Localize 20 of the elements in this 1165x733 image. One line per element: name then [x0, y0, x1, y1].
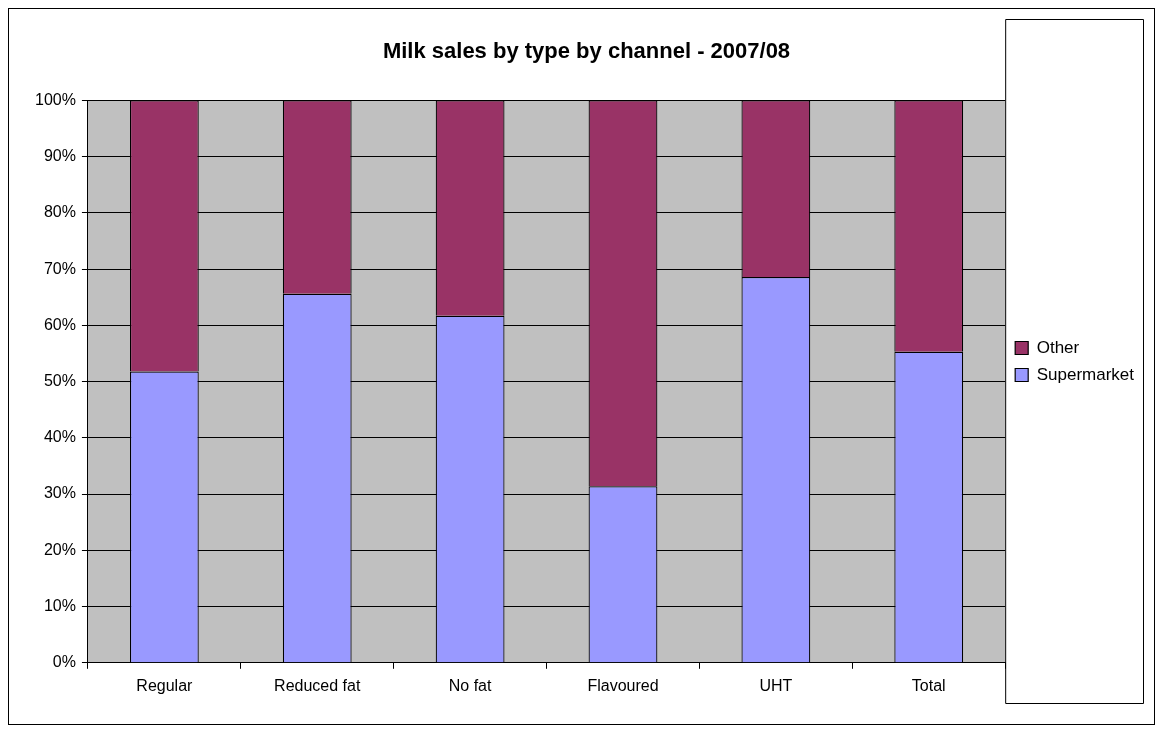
- x-tick-label: UHT: [759, 676, 793, 694]
- x-tick-label: No fat: [448, 676, 493, 694]
- y-tick-label: 60%: [43, 315, 76, 333]
- y-tick-label: 90%: [43, 147, 76, 165]
- chart-title: Milk sales by type by channel - 2007/08: [382, 38, 791, 64]
- x-tick-label: Regular: [136, 676, 194, 694]
- y-tick-label: 30%: [43, 484, 76, 502]
- x-tick-label: Total: [911, 676, 946, 694]
- y-tick-label: 10%: [43, 596, 76, 614]
- legend-label: Supermarket: [1036, 364, 1135, 384]
- y-tick-label: 0%: [52, 653, 76, 671]
- x-tick-label: Reduced fat: [274, 676, 361, 694]
- y-tick-label: 70%: [43, 259, 76, 277]
- x-tick-label: Flavoured: [587, 676, 659, 694]
- y-tick-label: 20%: [43, 540, 76, 558]
- y-tick-label: 80%: [43, 203, 76, 221]
- y-tick-label: 40%: [43, 428, 76, 446]
- y-tick-label: 100%: [35, 90, 76, 108]
- y-tick-label: 50%: [43, 372, 76, 390]
- legend-label: Other: [1036, 337, 1080, 357]
